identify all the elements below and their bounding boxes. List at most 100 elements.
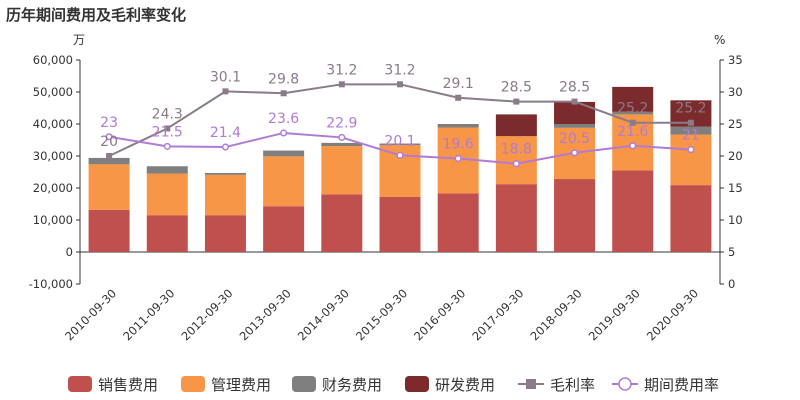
axes: -10,000 0 10,000 20,000 30,000 40,000 50,000 60… [29,53,743,291]
bar-segment-1 [88,209,130,252]
data-label: 19.6 [443,137,474,153]
line-point-square [222,88,229,95]
x-tick-label: 2019-09-30 [586,286,643,343]
line-point-circle [105,133,113,141]
data-label: 25.2 [675,101,706,117]
x-tick-label: 2015-09-30 [353,286,410,343]
bar-segment-3 [263,150,305,157]
legend-marker-circle [618,377,632,391]
data-label: 21.6 [617,124,648,140]
line-point-circle [396,151,404,159]
bar-segment-1 [379,196,421,252]
bar-segment-3 [88,157,130,165]
bar-segment-2 [88,164,130,210]
data-label: 18.8 [501,142,532,158]
bar-segment-2 [146,173,188,216]
legend-label: 销售费用 [98,376,158,394]
legend-marker-square [526,379,536,389]
right-tick-label: 35 [728,53,743,67]
bar-segment-3 [554,124,596,128]
line-point-square [164,125,171,132]
bar-segment-1 [146,215,188,252]
bar-segment-1 [321,194,363,252]
line-point-circle [454,155,462,163]
data-label: 20 [100,134,118,150]
right-tick-label: 30 [728,85,743,99]
bar-segment-2 [263,156,305,207]
x-tick-label: 2020-09-30 [644,286,701,343]
line-point-square [338,81,345,88]
lines [105,81,695,168]
left-tick-label: -10,000 [29,277,73,291]
data-label: 31.2 [384,62,415,78]
left-tick-label: 60,000 [33,53,73,67]
line-point-square [455,94,462,101]
right-tick-label: 5 [728,245,735,259]
legend-label: 管理费用 [211,376,271,394]
data-label: 29.8 [268,71,299,87]
data-label: 22.9 [326,115,357,131]
data-label: 20.1 [384,133,415,149]
legend-label: 期间费用率 [644,376,719,394]
legend-label: 财务费用 [322,376,382,394]
bar-segment-3 [204,172,246,175]
bar-segment-1 [612,170,654,252]
line-point-circle [512,160,520,168]
right-tick-label: 20 [728,149,743,163]
x-axis-ticks: 2010-09-30 2011-09-30 2012-09-30 2013-09-30… [62,286,701,343]
line-point-circle [221,143,230,151]
line-point-square [571,98,578,105]
line-point-square [106,153,113,159]
legend-label: 毛利率 [550,376,595,394]
line-point-circle [163,142,171,150]
x-tick-label: 2016-09-30 [411,286,468,343]
data-label: 23.6 [268,111,299,127]
data-label: 23 [100,115,118,131]
right-tick-label: 15 [728,181,743,195]
legend-swatch [68,376,92,392]
chart-title: 历年期间费用及毛利率变化 [6,6,186,24]
right-tick-label: 0 [728,277,735,291]
line-point-square [397,81,403,88]
legend-swatch [405,376,429,392]
line-point-circle [338,133,346,141]
bar-segment-3 [321,142,363,147]
line-point-circle [570,149,579,157]
line-point-square [280,90,287,97]
legend-swatch [292,376,316,392]
left-tick-label: 0 [66,245,73,259]
data-label: 28.5 [501,80,532,96]
bar-segment-3 [146,166,188,174]
bar-segment-4 [554,101,596,124]
x-tick-label: 2014-09-30 [295,286,352,343]
legend-label: 研发费用 [435,376,495,394]
left-tick-label: 40,000 [33,117,73,131]
bar-segment-2 [321,146,363,195]
data-label: 28.5 [559,80,590,96]
line-point-square [629,119,636,126]
x-tick-label: 2013-09-30 [237,286,294,343]
data-label: 20.5 [559,131,590,147]
line-point-circle [280,129,288,137]
bar-segment-1 [554,179,596,252]
line-point-square [513,98,520,105]
bar-segment-1 [263,206,305,252]
data-label: 29.1 [443,76,474,92]
bar-segment-3 [437,124,479,128]
line-point-circle [687,146,695,154]
x-tick-label: 2010-09-30 [62,286,119,343]
line-point-square [687,119,694,126]
bar-segment-4 [612,86,654,112]
line-point-circle [629,142,637,150]
bar-segment-1 [495,184,537,252]
legend: 销售费用 管理费用 财务费用 研发费用 毛利率 期间费用率 [68,376,719,394]
bar-segment-4 [495,114,537,137]
left-tick-label: 30,000 [33,149,73,163]
right-axis-unit: % [714,33,725,47]
bar-segment-1 [204,215,246,252]
bar-segment-1 [670,185,712,252]
x-tick-label: 2017-09-30 [469,286,526,343]
bar-segment-3 [612,111,654,115]
